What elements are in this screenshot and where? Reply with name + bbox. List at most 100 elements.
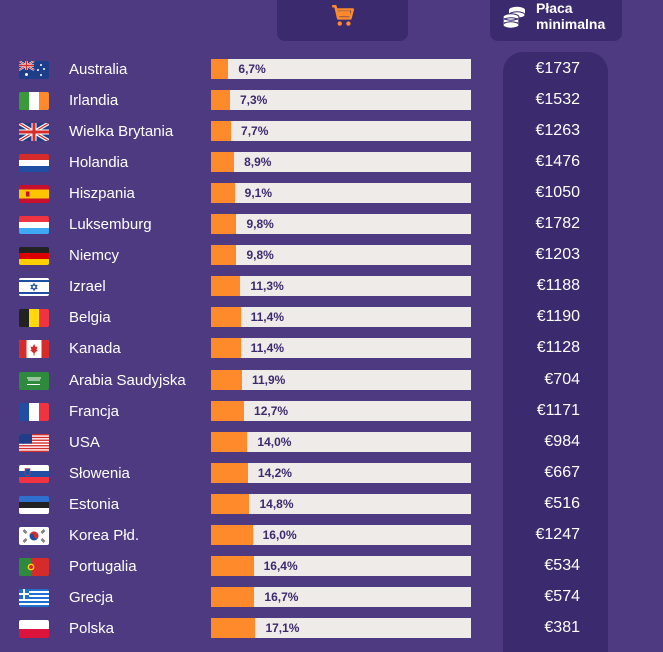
minimum-wage-value: €984 (544, 432, 580, 450)
bar-value-label: 12,7% (254, 403, 289, 418)
minimum-wage-value: €1188 (536, 277, 580, 295)
bar-track: 11,4% (211, 338, 471, 359)
minimum-wage-value: €516 (544, 494, 580, 512)
flag-ireland-icon (19, 92, 49, 111)
bar-track: 14,0% (211, 431, 471, 452)
country-label: Izrael (69, 278, 106, 296)
flag-slovenia-icon (19, 464, 49, 483)
chart-row: Holandia 8,9% €1476 (0, 148, 663, 179)
bar (211, 369, 242, 390)
country-label: Portugalia (69, 557, 137, 575)
bar-value-label: 17,1% (265, 620, 300, 635)
flag-poland-icon (19, 619, 49, 638)
bar-value-label: 16,0% (262, 527, 297, 542)
bar-value-label: 11,3% (250, 279, 284, 294)
bar-value-label: 6,7% (238, 62, 266, 76)
bar-value-label: 9,8% (246, 217, 274, 232)
bar (211, 276, 241, 297)
flag-france-icon (19, 402, 49, 421)
chart-row: Grecja 16,7% €574 (0, 583, 663, 614)
bar-track: 9,8% (211, 214, 471, 235)
bar (211, 493, 250, 514)
country-label: Francja (69, 402, 120, 420)
country-label: Niemcy (69, 247, 120, 265)
flag-estonia-icon (19, 495, 49, 514)
minimum-wage-value: €1263 (535, 122, 581, 140)
cart-header (277, 0, 408, 41)
flag-israel-icon (19, 278, 49, 297)
flag-saudi-arabia-icon (19, 371, 49, 390)
bar-value-label: 11,4% (250, 310, 284, 325)
bar (211, 400, 245, 421)
bar (211, 524, 253, 545)
minimum-wage-value: €1737 (535, 60, 581, 77)
bar-track: 17,1% (211, 617, 471, 638)
country-label: Holandia (69, 154, 129, 172)
flag-uk-icon (19, 123, 49, 142)
bar-value-label: 11,4% (250, 341, 284, 356)
country-label: Polska (69, 619, 115, 637)
minimum-wage-value: €1247 (535, 525, 581, 543)
bar-track: 11,9% (211, 369, 471, 390)
minimum-wage-title-line2: minimalna (536, 16, 606, 32)
bar-track: 16,4% (211, 555, 471, 576)
bar-value-label: 11,9% (251, 372, 286, 387)
country-label: Arabia Saudyjska (69, 371, 186, 389)
flag-spain-icon (19, 185, 49, 204)
bar (211, 183, 235, 204)
bar-track: 14,2% (211, 462, 471, 483)
chart-row: Korea Płd. 16,0% €1247 (0, 521, 663, 552)
minimum-wage-value: €1532 (535, 91, 581, 109)
bar-track: 6,7% (211, 59, 471, 79)
country-label: Australia (69, 61, 128, 78)
minimum-wage-title-line1: Płaca (536, 0, 573, 16)
flag-greece-icon (19, 588, 49, 607)
country-label: Korea Płd. (69, 526, 140, 544)
bar-track: 16,0% (211, 524, 471, 545)
chart-row: Arabia Saudyjska 11,9% €704 (0, 366, 663, 397)
chart-row: Kanada 11,4% €1128 (0, 334, 663, 365)
bar-track: 9,1% (211, 183, 471, 204)
minimum-wage-value: €1190 (536, 308, 580, 326)
bar (211, 59, 229, 79)
bar-track: 9,8% (211, 245, 471, 266)
bar (211, 586, 255, 607)
bar (211, 338, 241, 359)
bar-value-label: 16,7% (264, 589, 299, 604)
bar-value-label: 7,7% (241, 124, 269, 139)
bar (211, 214, 237, 235)
coins-stack-icon (502, 6, 526, 29)
minimum-wage-value: €1476 (535, 153, 581, 171)
flag-canada-icon (19, 340, 49, 359)
bar-track: 16,7% (211, 586, 471, 607)
flag-luxembourg-icon (19, 216, 49, 235)
bar-value-label: 14,2% (257, 465, 292, 480)
bar-track: 8,9% (211, 152, 471, 173)
bar-value-label: 14,0% (257, 434, 292, 449)
bar (211, 121, 232, 142)
chart-row: Australia 6,7% €1737 (0, 55, 663, 86)
bar-value-label: 16,4% (263, 558, 298, 573)
chart-row: Słowenia 14,2% €667 (0, 459, 663, 490)
flag-portugal-icon (19, 557, 49, 576)
bar-track: 7,3% (211, 90, 471, 111)
bar (211, 555, 254, 576)
minimum-wage-value: €1171 (536, 401, 580, 419)
chart-row: Izrael 11,3% €1188 (0, 272, 663, 303)
chart-row: Belgia 11,4% €1190 (0, 303, 663, 334)
bar-value-label: 14,8% (259, 496, 294, 511)
flag-germany-icon (19, 247, 49, 266)
country-label: Grecja (69, 588, 114, 606)
bar-track: 7,7% (211, 121, 471, 142)
chart-row: Polska 17,1% €381 (0, 614, 663, 645)
chart-row: Irlandia 7,3% €1532 (0, 86, 663, 117)
chart-row: Wielka Brytania 7,7% €1263 (0, 117, 663, 148)
bar-track: 11,4% (211, 307, 471, 328)
bar (211, 431, 248, 452)
chart-row: Niemcy 9,8% €1203 (0, 241, 663, 272)
minimum-wage-value: €1128 (536, 339, 580, 357)
chart-row: Luksemburg 9,8% €1782 (0, 210, 663, 241)
chart-row: Portugalia 16,4% €534 (0, 552, 663, 583)
country-label: Hiszpania (69, 185, 135, 203)
